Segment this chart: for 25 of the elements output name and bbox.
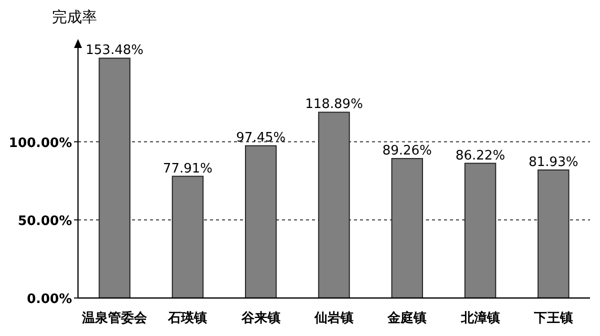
data-label: 77.91% [162, 161, 213, 176]
x-tick-label: 谷来镇 [240, 311, 280, 326]
data-label: 97.45% [236, 130, 286, 146]
bar [391, 158, 424, 298]
y-axis-title: 完成率 [52, 8, 97, 26]
bar [98, 58, 130, 298]
bar [318, 112, 350, 298]
x-tick-label: 温泉管委会 [81, 310, 148, 326]
bar [464, 162, 496, 298]
y-tick-label: 100.00% [8, 136, 72, 151]
x-tick-label: 石瑛镇 [167, 311, 208, 326]
bar [172, 176, 204, 298]
x-tick-label: 下王镇 [532, 311, 573, 326]
y-tick-label: 0.00% [26, 292, 72, 307]
data-label: 153.48% [86, 43, 144, 58]
bar [538, 169, 570, 298]
data-label: 81.93% [528, 154, 578, 170]
data-label: 86.22% [455, 148, 506, 164]
x-tick-label: 北漳镇 [460, 310, 500, 326]
y-tick-label: 50.00% [18, 214, 72, 229]
bar [244, 145, 277, 298]
data-label: 89.26% [382, 144, 432, 159]
x-tick-label: 金庭镇 [386, 310, 427, 326]
x-tick-label: 仙岩镇 [314, 311, 354, 326]
data-label: 118.89% [305, 97, 363, 112]
